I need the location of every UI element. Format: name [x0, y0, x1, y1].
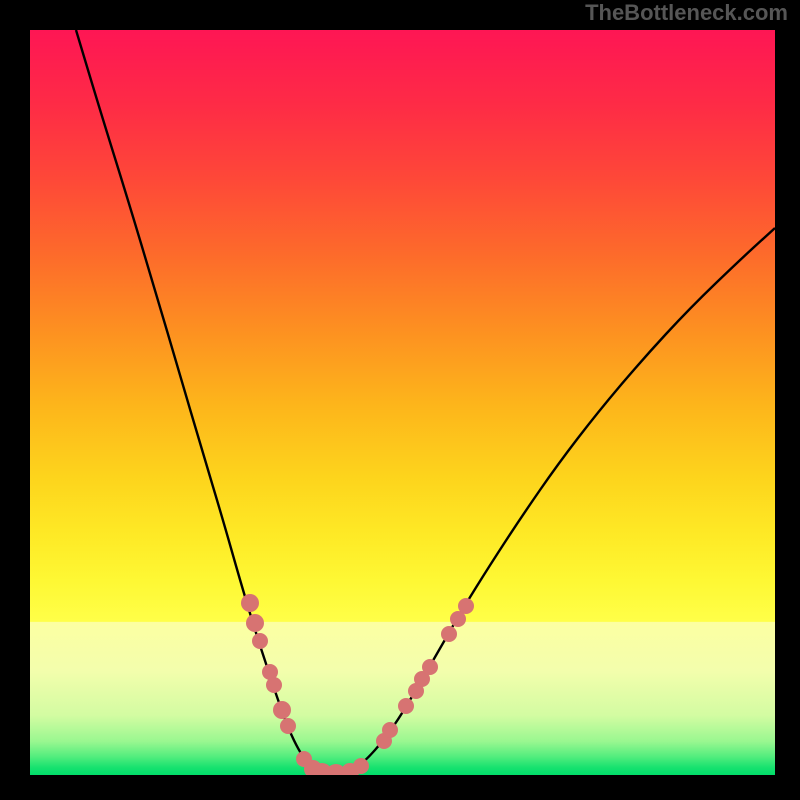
data-point [280, 718, 296, 734]
data-point [266, 677, 282, 693]
data-point [422, 659, 438, 675]
data-point [382, 722, 398, 738]
chart-container: TheBottleneck.com [0, 0, 800, 800]
data-point [353, 758, 369, 774]
data-point [241, 594, 259, 612]
gradient-background [30, 30, 775, 775]
data-point [273, 701, 291, 719]
gradient-plot-svg [30, 30, 775, 775]
data-point [398, 698, 414, 714]
data-point [246, 614, 264, 632]
watermark-text: TheBottleneck.com [585, 0, 788, 26]
data-point [252, 633, 268, 649]
plot-area [30, 30, 775, 775]
data-point [458, 598, 474, 614]
data-point [441, 626, 457, 642]
